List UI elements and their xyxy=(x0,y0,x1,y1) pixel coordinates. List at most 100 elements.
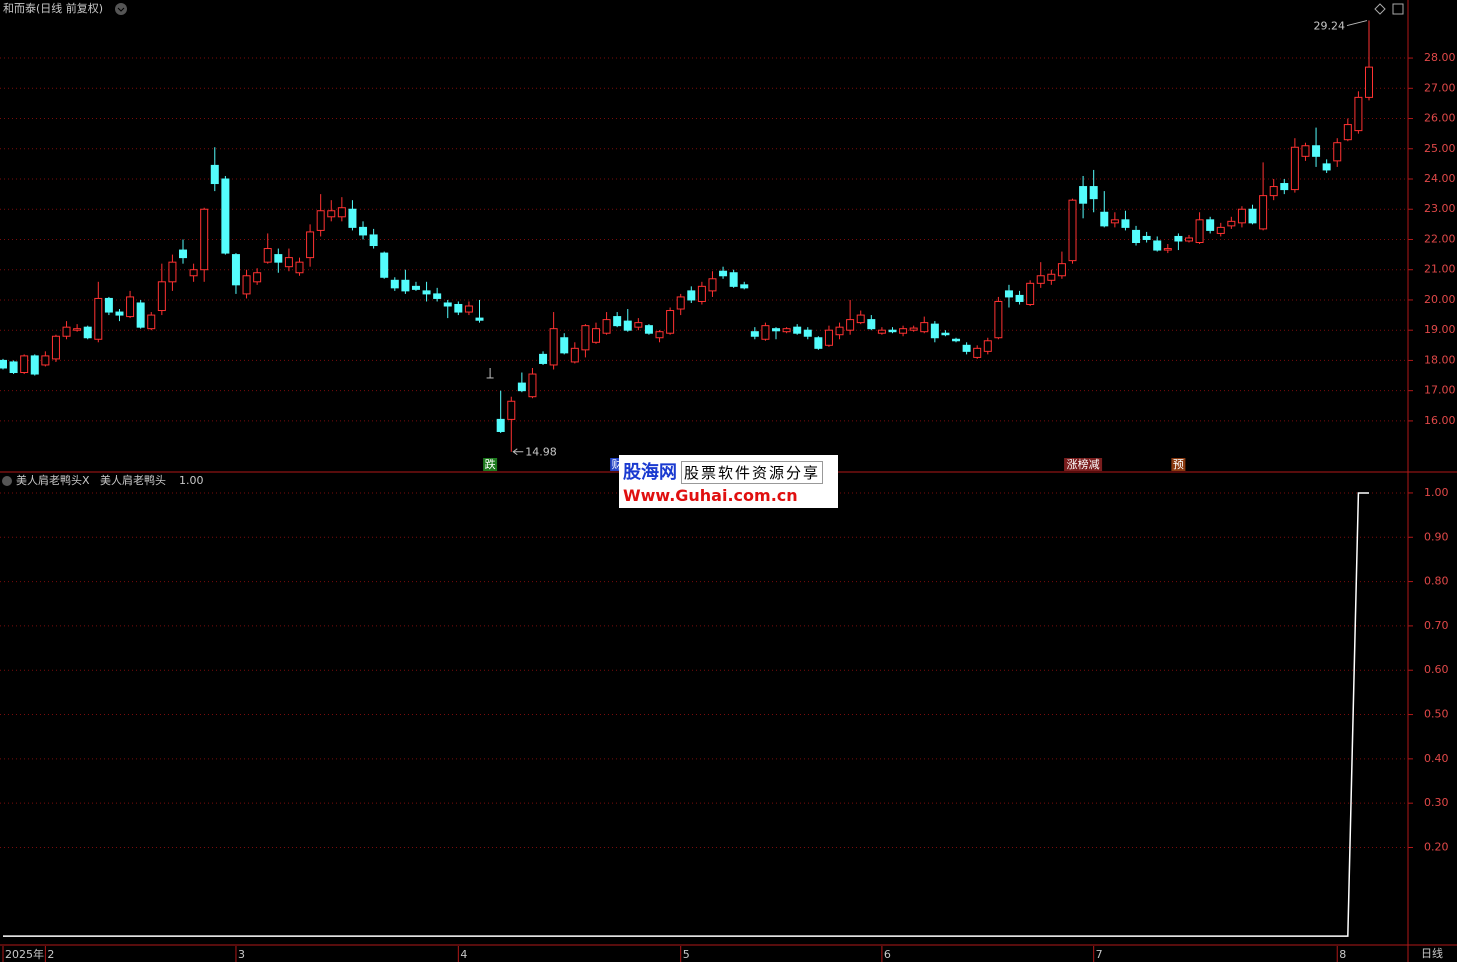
candle-body xyxy=(793,326,802,334)
window-icon[interactable] xyxy=(1392,3,1404,15)
candle-body xyxy=(507,400,516,420)
candle-body xyxy=(623,320,632,331)
candle-body xyxy=(613,316,622,327)
candle-body xyxy=(719,270,728,277)
candle-body xyxy=(20,355,29,374)
watermark-tagline: 股票软件资源分享 xyxy=(681,461,824,484)
candle-body xyxy=(1206,219,1215,231)
candle-body xyxy=(602,319,611,334)
y-tick-label: 0.90 xyxy=(1424,530,1449,543)
y-tick-label: 0.70 xyxy=(1424,619,1449,632)
candle-body xyxy=(634,322,643,328)
candle-body xyxy=(909,327,918,331)
y-tick-label: 28.00 xyxy=(1424,51,1456,64)
candle-body xyxy=(1068,199,1077,262)
candle-body xyxy=(104,297,113,313)
candle-body xyxy=(189,269,198,277)
candle-body xyxy=(433,293,442,299)
menu-icon[interactable] xyxy=(115,3,127,15)
candle-body xyxy=(157,281,166,312)
x-tick-label: 6 xyxy=(884,948,891,961)
menu-icon[interactable] xyxy=(2,476,12,486)
candle-body xyxy=(729,272,738,287)
candle-body xyxy=(464,305,473,313)
candle-body xyxy=(168,261,177,283)
candle-body xyxy=(952,338,961,342)
candle-body xyxy=(369,234,378,247)
x-tick-label: 2 xyxy=(47,948,54,961)
candle-body xyxy=(1227,220,1236,227)
y-tick-label: 27.00 xyxy=(1424,81,1456,94)
y-tick-label: 22.00 xyxy=(1424,232,1456,245)
candle-body xyxy=(666,310,675,334)
diamond-icon[interactable] xyxy=(1374,3,1386,15)
candle-body xyxy=(126,296,135,318)
candle-body xyxy=(962,344,971,352)
candle-body xyxy=(655,331,664,339)
candle-body xyxy=(846,319,855,331)
candle-body xyxy=(1354,96,1363,132)
candle-body xyxy=(380,252,389,278)
candle-body xyxy=(803,329,812,337)
signal-label: 涨榜减 xyxy=(1067,457,1100,471)
candle-body xyxy=(94,297,103,340)
candle-body xyxy=(1269,186,1278,197)
candle-body xyxy=(1026,282,1035,305)
y-tick-label: 0.20 xyxy=(1424,840,1449,853)
candle-body xyxy=(1089,186,1098,200)
candle-body xyxy=(295,261,304,274)
low-label: 14.98 xyxy=(525,446,557,459)
y-tick-label: 1.00 xyxy=(1424,486,1449,499)
y-tick-label: 0.30 xyxy=(1424,796,1449,809)
signal-label: 预 xyxy=(1173,458,1184,471)
candle-body xyxy=(475,317,484,321)
watermark-url: Www.Guhai.com.cn xyxy=(623,486,798,505)
candle-body xyxy=(1132,229,1141,244)
series-name: 美人肩老鸭头 xyxy=(100,473,166,487)
candle-body xyxy=(221,178,230,254)
candle-body xyxy=(1259,195,1268,230)
signal-badge xyxy=(1064,458,1103,471)
candle-body xyxy=(1047,273,1056,281)
candle-body xyxy=(1121,219,1130,228)
candle-body xyxy=(867,319,876,330)
candle-body xyxy=(30,355,39,375)
candle-body xyxy=(1153,240,1162,251)
candle-body xyxy=(581,325,590,351)
signal-label: 跌 xyxy=(485,457,496,471)
y-tick-label: 18.00 xyxy=(1424,353,1456,366)
candle-body xyxy=(676,296,685,310)
candle-body xyxy=(306,231,315,259)
candle-body xyxy=(115,311,124,316)
candle-body xyxy=(644,325,653,334)
signal-badge xyxy=(483,458,498,471)
candle-body xyxy=(9,361,18,374)
y-tick-label: 0.80 xyxy=(1424,575,1449,588)
y-tick-label: 0.40 xyxy=(1424,752,1449,765)
indicator-line xyxy=(3,492,1369,937)
high-label: 29.24 xyxy=(1314,20,1346,33)
candle-body xyxy=(1312,145,1321,157)
y-tick-label: 25.00 xyxy=(1424,142,1456,155)
watermark-title: 股海网 xyxy=(623,462,677,483)
candle-body xyxy=(284,257,293,268)
candle-body xyxy=(1333,142,1342,162)
candle-body xyxy=(443,302,452,307)
candle-body xyxy=(274,254,283,263)
candle-body xyxy=(200,208,209,271)
candle-body xyxy=(454,303,463,313)
candle-body xyxy=(422,290,431,295)
x-tick-label: 2025年 xyxy=(5,947,44,961)
candle-body xyxy=(687,290,696,301)
candle-body xyxy=(41,355,50,366)
indicator-title: 美人肩老鸭头X xyxy=(16,473,90,487)
x-tick-label: 8 xyxy=(1339,948,1346,961)
signal-badge xyxy=(1171,458,1186,471)
candle-body xyxy=(1195,219,1204,244)
candle-body xyxy=(1004,290,1013,298)
candle-body xyxy=(0,359,7,369)
y-tick-label: 26.00 xyxy=(1424,112,1456,125)
candle-body xyxy=(856,314,865,324)
